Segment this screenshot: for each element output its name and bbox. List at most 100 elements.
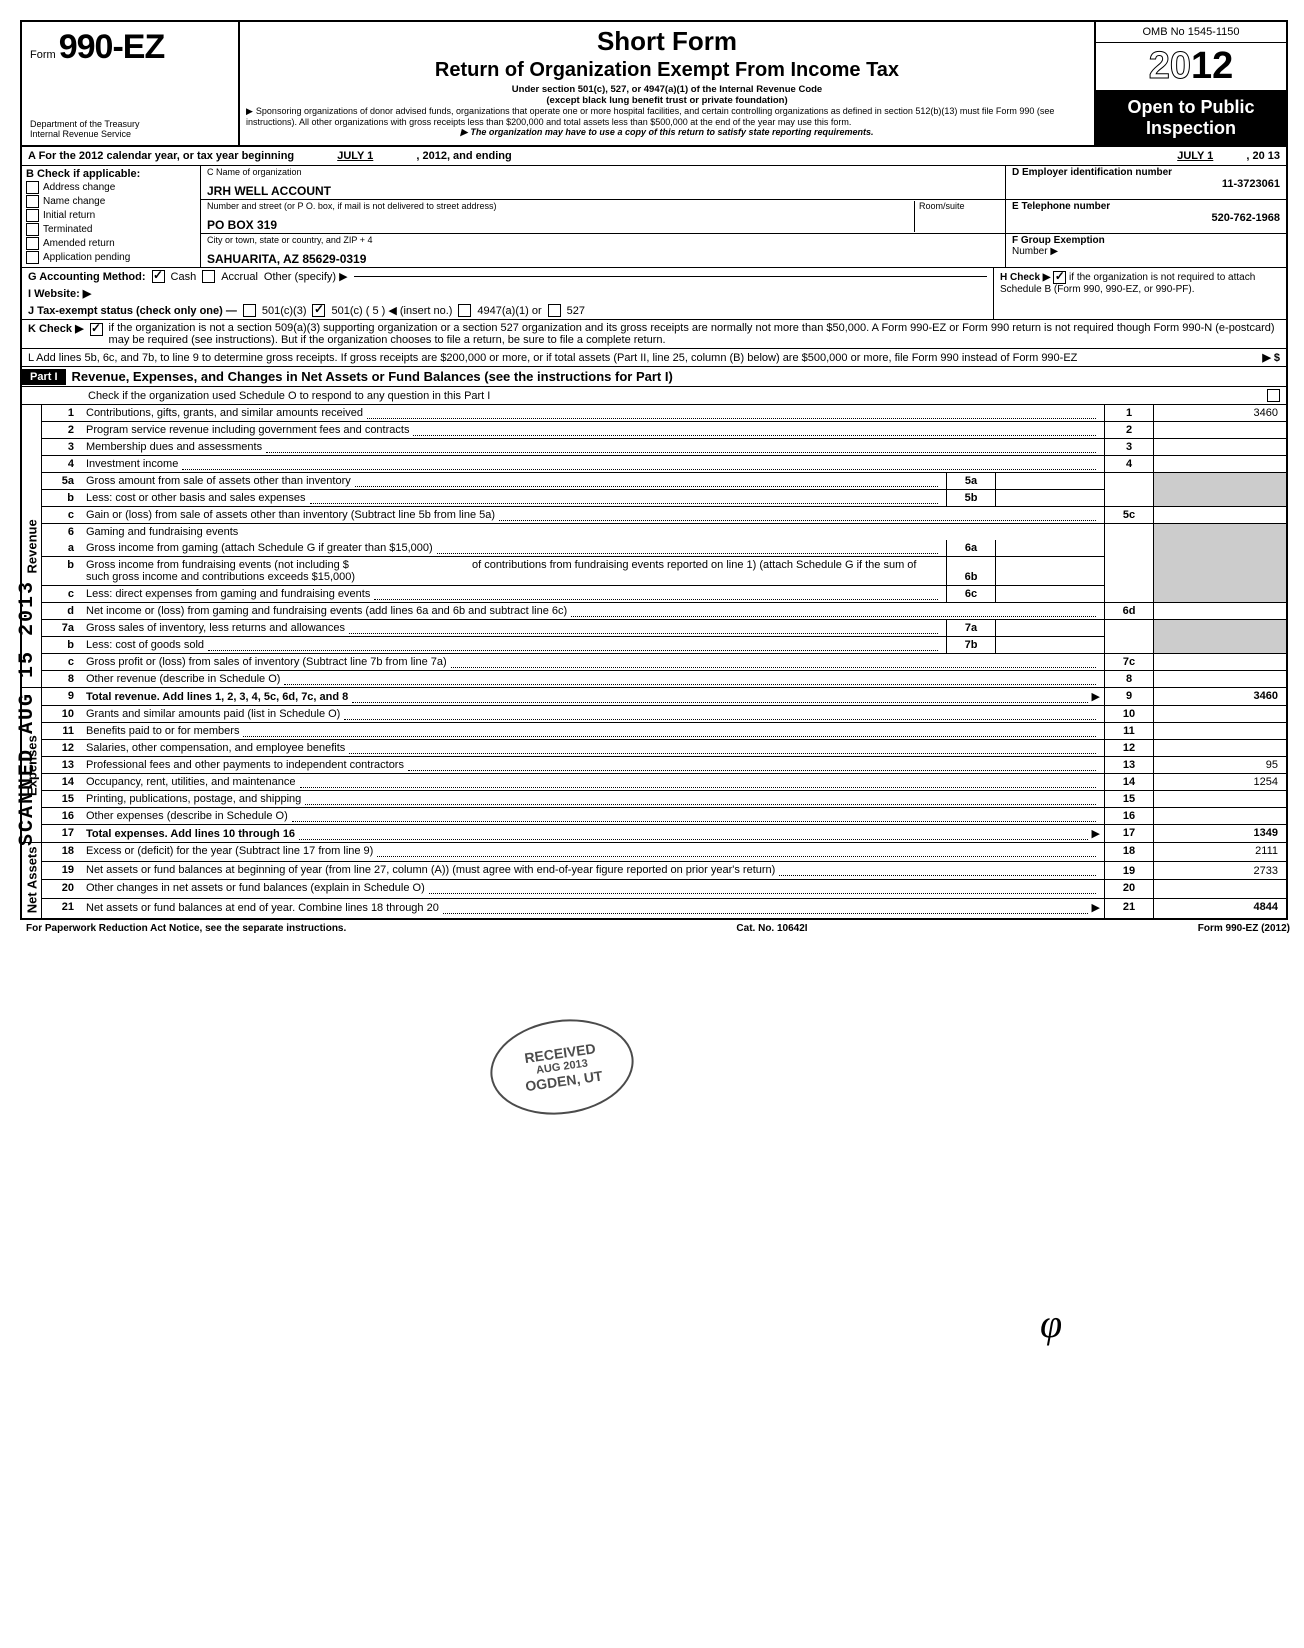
line6b-num: b: [42, 557, 83, 586]
check-part1-schedule-o[interactable]: [1267, 389, 1280, 402]
check-amended[interactable]: [26, 237, 39, 250]
check-4947[interactable]: [458, 304, 471, 317]
check-pending[interactable]: [26, 251, 39, 264]
section-revenue: Revenue: [22, 405, 42, 688]
lbl-amended: Amended return: [43, 238, 115, 249]
footer-paperwork: For Paperwork Reduction Act Notice, see …: [26, 923, 346, 934]
open-line2: Inspection: [1100, 118, 1282, 139]
lbl-501c: 501(c) ( 5 ) ◀ (insert no.): [331, 304, 452, 317]
check-k[interactable]: [90, 323, 103, 336]
line6a-ibox: 6a: [947, 540, 996, 557]
row-j-exempt-status: J Tax-exempt status (check only one) — 5…: [22, 302, 993, 319]
line18-box: 18: [1105, 843, 1154, 862]
line8-box: 8: [1105, 671, 1154, 688]
part1-check-row: Check if the organization used Schedule …: [22, 387, 1286, 405]
line6c-num: c: [42, 586, 83, 603]
lbl-org-name: C Name of organization: [207, 167, 999, 177]
line21-num: 21: [42, 898, 83, 917]
lbl-pending: Application pending: [43, 252, 130, 263]
line4-desc: Investment income: [86, 458, 178, 470]
open-line1: Open to Public: [1100, 97, 1282, 118]
line15-box: 15: [1105, 791, 1154, 808]
line9-amt: 3460: [1154, 688, 1287, 706]
line2-desc: Program service revenue including govern…: [86, 424, 409, 436]
line1-num: 1: [42, 405, 83, 422]
line7a-ibox: 7a: [947, 620, 996, 637]
form-990ez: Form 990-EZ Department of the Treasury I…: [20, 20, 1288, 920]
check-501c[interactable]: [312, 304, 325, 317]
lbl-501c3: 501(c)(3): [262, 305, 307, 317]
line12-box: 12: [1105, 740, 1154, 757]
line6a-iamt: [996, 540, 1105, 557]
ein-value: 11-3723061: [1012, 178, 1280, 190]
line7a-num: 7a: [42, 620, 83, 637]
line5c-num: c: [42, 507, 83, 524]
lbl-527: 527: [567, 305, 585, 317]
signature-mark: φ: [1040, 1300, 1062, 1347]
line20-desc: Other changes in net assets or fund bala…: [86, 882, 425, 894]
stamp-received: RECEIVED: [523, 1040, 596, 1066]
footer-row: For Paperwork Reduction Act Notice, see …: [20, 920, 1296, 937]
line6c-ibox: 6c: [947, 586, 996, 603]
col-b-checkboxes: B Check if applicable: Address change Na…: [22, 166, 201, 267]
form-header: Form 990-EZ Department of the Treasury I…: [22, 22, 1286, 147]
line5ab-shade: [1105, 473, 1154, 507]
lbl-g: G Accounting Method:: [28, 271, 146, 283]
line7c-box: 7c: [1105, 654, 1154, 671]
line6b-desc: Gross income from fundraising events (no…: [86, 559, 349, 571]
lbl-accrual: Accrual: [221, 271, 258, 283]
footer-form-ref: Form 990-EZ (2012): [1198, 923, 1290, 934]
line2-num: 2: [42, 422, 83, 439]
line6-shade: [1105, 524, 1154, 603]
line6d-num: d: [42, 603, 83, 620]
line8-amt: [1154, 671, 1287, 688]
row-a-tax-year: A For the 2012 calendar year, or tax yea…: [22, 147, 1286, 166]
line11-box: 11: [1105, 723, 1154, 740]
line6-desc: Gaming and fundraising events: [86, 526, 238, 538]
line1-desc: Contributions, gifts, grants, and simila…: [86, 407, 363, 419]
line13-num: 13: [42, 757, 83, 774]
row-a-tail: , 20 13: [1246, 150, 1280, 162]
line19-box: 19: [1105, 861, 1154, 880]
check-terminated[interactable]: [26, 223, 39, 236]
check-initial-return[interactable]: [26, 209, 39, 222]
lbl-initial-return: Initial return: [43, 210, 95, 221]
section-net-assets: Net Assets: [22, 843, 42, 918]
lbl-ein: D Employer identification number: [1012, 167, 1280, 178]
line13-box: 13: [1105, 757, 1154, 774]
lbl-other-specify: Other (specify) ▶: [264, 270, 348, 283]
check-h[interactable]: [1053, 271, 1066, 284]
lbl-group-number: Number ▶: [1012, 246, 1280, 257]
line11-amt: [1154, 723, 1287, 740]
line5a-iamt: [996, 473, 1105, 490]
row-k: K Check ▶ if the organization is not a s…: [22, 320, 1286, 349]
text-l: L Add lines 5b, 6c, and 7b, to line 9 to…: [28, 352, 1256, 364]
check-501c3[interactable]: [243, 304, 256, 317]
row-a-mid: , 2012, and ending: [416, 150, 511, 162]
footer-cat-no: Cat. No. 10642I: [736, 923, 807, 934]
line6d-amt: [1154, 603, 1287, 620]
check-cash[interactable]: [152, 270, 165, 283]
line3-num: 3: [42, 439, 83, 456]
col-c-org-info: C Name of organization JRH WELL ACCOUNT …: [201, 166, 1005, 267]
lbl-city: City or town, state or country, and ZIP …: [207, 235, 999, 245]
line10-desc: Grants and similar amounts paid (list in…: [86, 708, 340, 720]
line17-box: 17: [1105, 825, 1154, 843]
line17-desc: Total expenses. Add lines 10 through 16: [86, 828, 295, 840]
line17-num: 17: [42, 825, 83, 843]
line11-num: 11: [42, 723, 83, 740]
year-suffix: 12: [1191, 45, 1233, 87]
stamp-date: AUG 2013: [535, 1057, 588, 1076]
check-address-change[interactable]: [26, 181, 39, 194]
arrow-icon: ▶: [1092, 690, 1100, 703]
line5b-iamt: [996, 490, 1105, 507]
line1-amt: 3460: [1154, 405, 1287, 422]
lbl-room: Room/suite: [919, 201, 999, 211]
line7b-num: b: [42, 637, 83, 654]
check-accrual[interactable]: [202, 270, 215, 283]
check-name-change[interactable]: [26, 195, 39, 208]
line5c-box: 5c: [1105, 507, 1154, 524]
lbl-j: J Tax-exempt status (check only one) —: [28, 305, 237, 317]
check-527[interactable]: [548, 304, 561, 317]
line21-box: 21: [1105, 898, 1154, 917]
